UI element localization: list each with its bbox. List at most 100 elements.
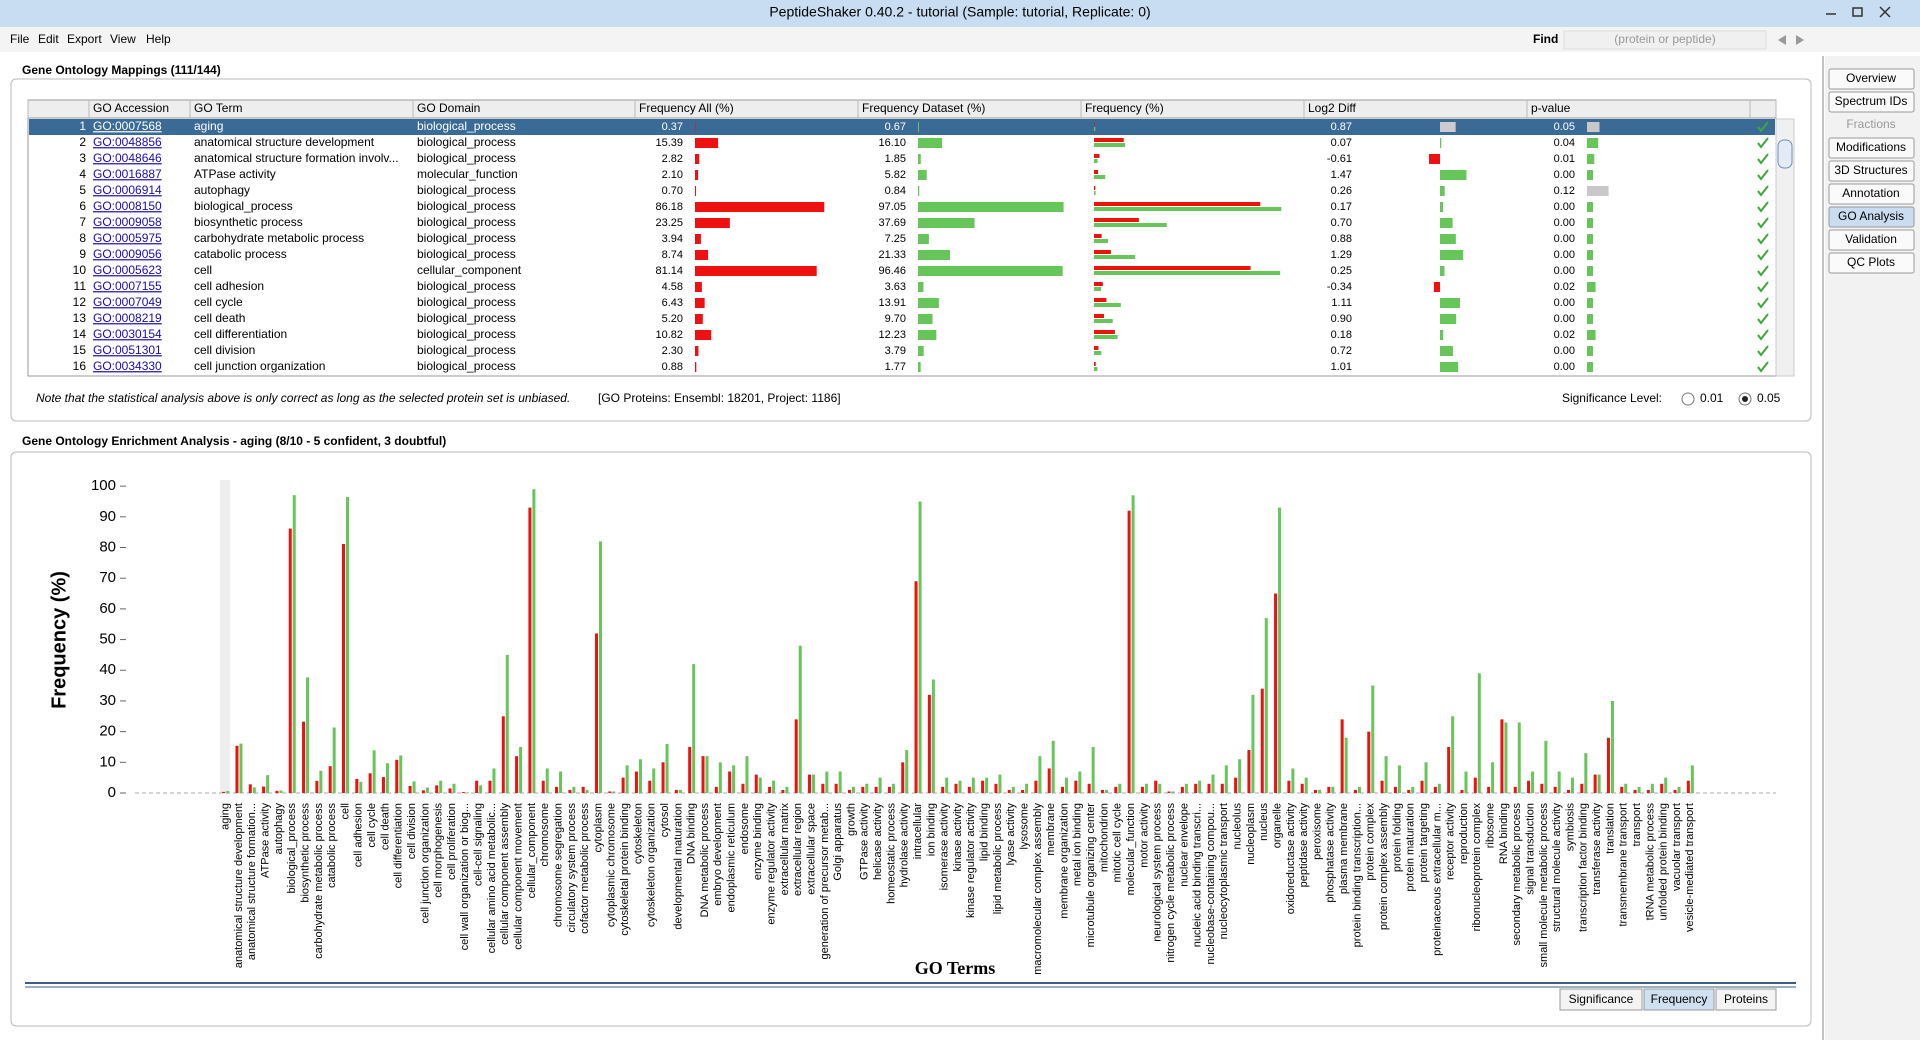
go-accession-link[interactable]: GO:0008150: [93, 199, 162, 213]
x-tick-label: embryo development: [712, 803, 724, 906]
bar: [1021, 789, 1025, 793]
side-tab[interactable]: [1828, 68, 1915, 90]
go-accession-link[interactable]: GO:0007155: [93, 279, 162, 293]
scrollbar[interactable]: [1775, 118, 1795, 377]
x-tick-label: Golgi apparatus: [832, 803, 844, 881]
column-header[interactable]: Frequency (%): [1085, 101, 1164, 115]
side-tab[interactable]: [1828, 137, 1915, 159]
x-tick-label: molecular_function: [1125, 803, 1137, 895]
log2-diff: 1.01: [1331, 361, 1352, 373]
radio-button[interactable]: [1681, 392, 1695, 406]
bar: [1690, 765, 1694, 793]
bar: [461, 792, 465, 793]
bar: [1544, 740, 1548, 793]
bar: [288, 528, 292, 793]
go-accession-link[interactable]: GO:0007049: [93, 295, 162, 309]
find-next[interactable]: [1796, 35, 1804, 45]
bar: [901, 762, 905, 793]
x-tick-label: developmental maturation: [672, 803, 684, 930]
bar: [452, 783, 456, 793]
view-tab[interactable]: [1715, 988, 1777, 1011]
bar: [421, 790, 425, 793]
x-tick-label: extracellular space: [805, 803, 817, 895]
menu-item[interactable]: Edit: [38, 32, 59, 46]
find-input[interactable]: [1563, 30, 1767, 50]
side-tab[interactable]: [1828, 252, 1915, 274]
menu-item[interactable]: File: [10, 32, 30, 46]
bar: [1184, 783, 1188, 793]
selected-category-highlight: [220, 480, 231, 793]
go-accession-link[interactable]: GO:0030154: [93, 327, 162, 341]
go-accession-link[interactable]: GO:0016887: [93, 167, 162, 181]
side-tab[interactable]: [1828, 91, 1915, 113]
x-tick-label: kinase regulator activity: [965, 803, 977, 918]
bar: [1291, 768, 1295, 793]
x-tick-label: cellular_component: [526, 803, 538, 898]
bar: [1260, 688, 1264, 793]
x-tick-label: neurological system process: [1152, 803, 1164, 942]
x-tick-label: cytoskeleton organization: [646, 803, 658, 927]
go-domain: cellular_component: [417, 263, 522, 277]
significance-option: 0.05: [1757, 391, 1781, 405]
bar: [1567, 789, 1571, 793]
find-previous[interactable]: [1778, 35, 1786, 45]
go-accession-link[interactable]: GO:0048646: [93, 151, 162, 165]
go-accession-link[interactable]: GO:0048856: [93, 135, 162, 149]
go-accession-link[interactable]: GO:0009056: [93, 247, 162, 261]
bar: [1131, 495, 1135, 793]
side-tab[interactable]: [1828, 160, 1915, 182]
x-tick-label: cytoplasm: [592, 803, 604, 853]
bar: [345, 497, 349, 793]
frequency-all: 3.94: [662, 233, 683, 245]
bar: [381, 777, 385, 793]
go-accession-link[interactable]: GO:0005623: [93, 263, 162, 277]
window-controls[interactable]: [1826, 6, 1891, 18]
column-header[interactable]: Frequency Dataset (%): [862, 101, 985, 115]
side-tab[interactable]: [1828, 183, 1915, 205]
menu-item[interactable]: Export: [67, 32, 102, 46]
bar: [594, 633, 598, 793]
column-header[interactable]: p-value: [1531, 101, 1571, 115]
p-value-bar: [1587, 250, 1593, 260]
bar: [745, 756, 749, 793]
log2-diff: 0.17: [1331, 201, 1352, 213]
menu-item[interactable]: View: [110, 32, 136, 46]
bar: [958, 780, 962, 793]
row-number: 6: [79, 199, 86, 213]
frequency-all-bar: [695, 170, 699, 180]
column-header[interactable]: GO Term: [194, 101, 242, 115]
bar: [945, 777, 949, 793]
x-tick-label: reproduction: [1458, 803, 1470, 864]
side-tab[interactable]: [1828, 229, 1915, 251]
view-tab[interactable]: [1643, 988, 1715, 1011]
side-tab[interactable]: [1828, 206, 1915, 228]
x-tick-label: aging: [220, 803, 232, 830]
column-header[interactable]: Frequency All (%): [639, 101, 734, 115]
bar: [1664, 777, 1668, 793]
bar: [222, 791, 226, 793]
column-header[interactable]: Log2 Diff: [1308, 101, 1356, 115]
side-tab[interactable]: [1829, 115, 1914, 135]
bar: [1447, 746, 1451, 793]
x-tick-label: biological_process: [286, 803, 298, 894]
scrollbar-thumb[interactable]: [1777, 139, 1793, 169]
x-tick-label: circulatory system process: [566, 803, 578, 933]
menu-item[interactable]: Help: [146, 32, 171, 46]
column-header[interactable]: GO Domain: [417, 101, 480, 115]
frequency-all: 4.58: [662, 281, 683, 293]
go-accession-link[interactable]: GO:0007568: [93, 119, 162, 133]
log2-diff-bar: [1440, 298, 1460, 308]
go-accession-link[interactable]: GO:0034330: [93, 359, 162, 373]
go-accession-link[interactable]: GO:0005975: [93, 231, 162, 245]
view-tab[interactable]: [1559, 988, 1643, 1011]
row-number: 4: [79, 167, 86, 181]
row-number: 12: [73, 295, 87, 309]
row-number: 8: [79, 231, 86, 245]
x-tick-label: cell death: [379, 803, 391, 850]
go-accession-link[interactable]: GO:0006914: [93, 183, 162, 197]
go-accession-link[interactable]: GO:0008219: [93, 311, 162, 325]
column-header[interactable]: GO Accession: [93, 101, 169, 115]
go-accession-link[interactable]: GO:0009058: [93, 215, 162, 229]
log2-diff-bar: [1440, 234, 1456, 244]
go-accession-link[interactable]: GO:0051301: [93, 343, 162, 357]
